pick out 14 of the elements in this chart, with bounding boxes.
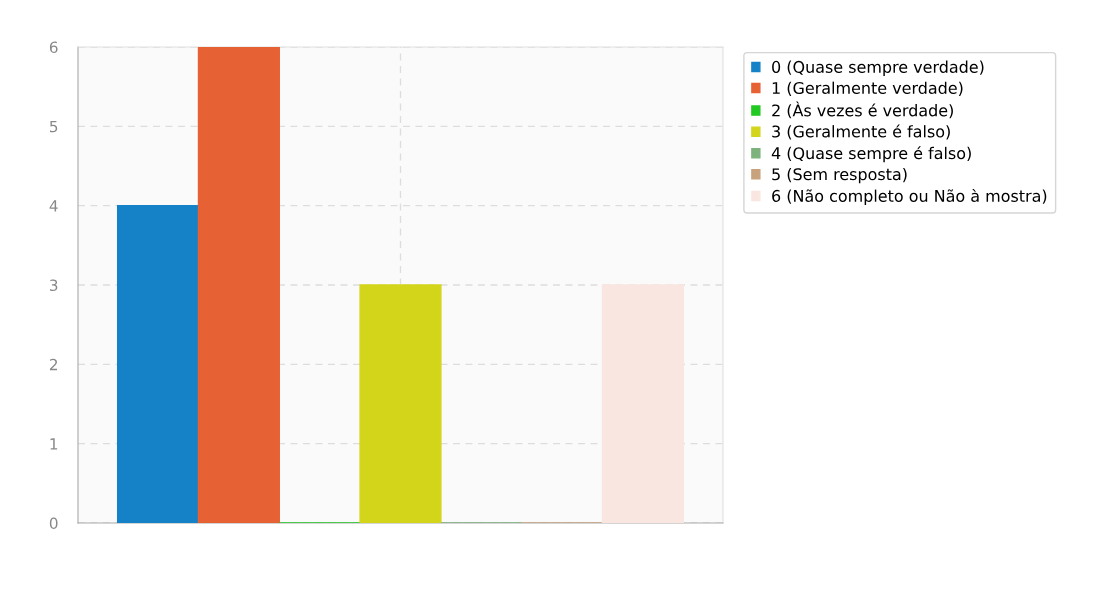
y-tick-label: 0 (49, 517, 58, 530)
y-tick-label: 2 (49, 358, 58, 371)
legend-label: 6 (Não completo ou Não à mostra) (772, 188, 1047, 206)
legend-label: 0 (Quase sempre verdade) (772, 60, 984, 77)
y-tick-label: 6 (49, 41, 58, 54)
y-tick-label: 3 (50, 279, 58, 292)
y-tick-label: 4 (49, 200, 58, 212)
y-tick-label: 1 (50, 438, 58, 450)
y-tick-label: 5 (50, 121, 58, 133)
legend-label: 4 (Quase sempre é falso) (771, 146, 971, 163)
legend-label: 2 (Às vezes é verdade) (772, 101, 953, 119)
legend-label: 3 (Geralmente é falso) (772, 124, 950, 140)
legend-label: 1 (Geralmente verdade) (772, 81, 963, 96)
legend-label: 5 (Sem resposta) (772, 167, 907, 184)
